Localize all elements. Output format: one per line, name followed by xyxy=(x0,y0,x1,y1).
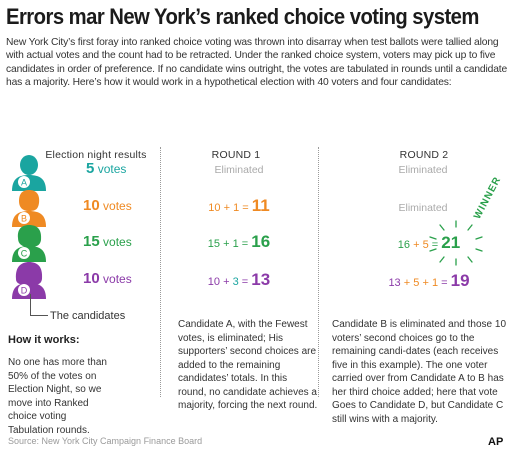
winner-burst-icon xyxy=(429,220,483,266)
round1-header: ROUND 1 xyxy=(211,149,261,161)
round2-d-tally: 13 + 5 + 1 = 19 xyxy=(388,271,470,290)
candidate-a-votes: 5 votes xyxy=(86,160,127,177)
candidate-c-votes: 15 votes xyxy=(83,233,132,250)
round1-explanation: Candidate A, with the Fewest votes, is e… xyxy=(178,319,318,411)
intro-paragraph: New York City’s first foray into ranked … xyxy=(6,37,508,88)
candidates-label: The candidates xyxy=(50,310,126,322)
round2-header: ROUND 2 xyxy=(399,149,449,161)
round1-a-eliminated: Eliminated xyxy=(214,164,264,176)
candidate-d-letter: D xyxy=(21,286,28,296)
round1-c-tally: 15 + 1 = 16 xyxy=(207,232,271,251)
candidate-a-letter: A xyxy=(21,178,27,188)
candidate-b-avatar: B xyxy=(12,189,46,227)
round2-explanation: Candidate B is eliminated and those 10 v… xyxy=(332,319,507,425)
candidate-d-avatar: D xyxy=(12,261,46,299)
candidate-b-letter: B xyxy=(21,214,27,224)
round1-d-tally: 10 + 3 = 13 xyxy=(207,270,271,289)
source-note: Source: New York City Campaign Finance B… xyxy=(8,436,203,446)
candidate-a-avatar: A xyxy=(12,153,46,191)
winner-label: WINNER xyxy=(472,174,504,222)
candidate-d-votes: 10 votes xyxy=(83,270,132,287)
candidates-bracket xyxy=(30,294,48,316)
candidate-c-letter: C xyxy=(21,249,28,259)
round2-c-tally: 16 + 5 = 21 xyxy=(397,233,461,252)
round1-b-tally: 10 + 1 = 11 xyxy=(208,196,270,215)
candidate-c-avatar: C xyxy=(12,224,46,262)
ap-credit: AP xyxy=(488,436,504,448)
page-title: Errors mar New York’s ranked choice voti… xyxy=(6,4,479,29)
divider-2 xyxy=(318,147,319,397)
how-it-works-title: How it works: xyxy=(8,334,80,346)
round2-b-eliminated: Eliminated xyxy=(398,202,448,214)
how-it-works-text: No one has more than 50% of the votes on… xyxy=(8,357,107,436)
round2-a-eliminated: Eliminated xyxy=(398,164,448,176)
divider-1 xyxy=(160,147,161,397)
candidate-b-votes: 10 votes xyxy=(83,197,132,214)
election-night-header: Election night results xyxy=(45,149,147,161)
